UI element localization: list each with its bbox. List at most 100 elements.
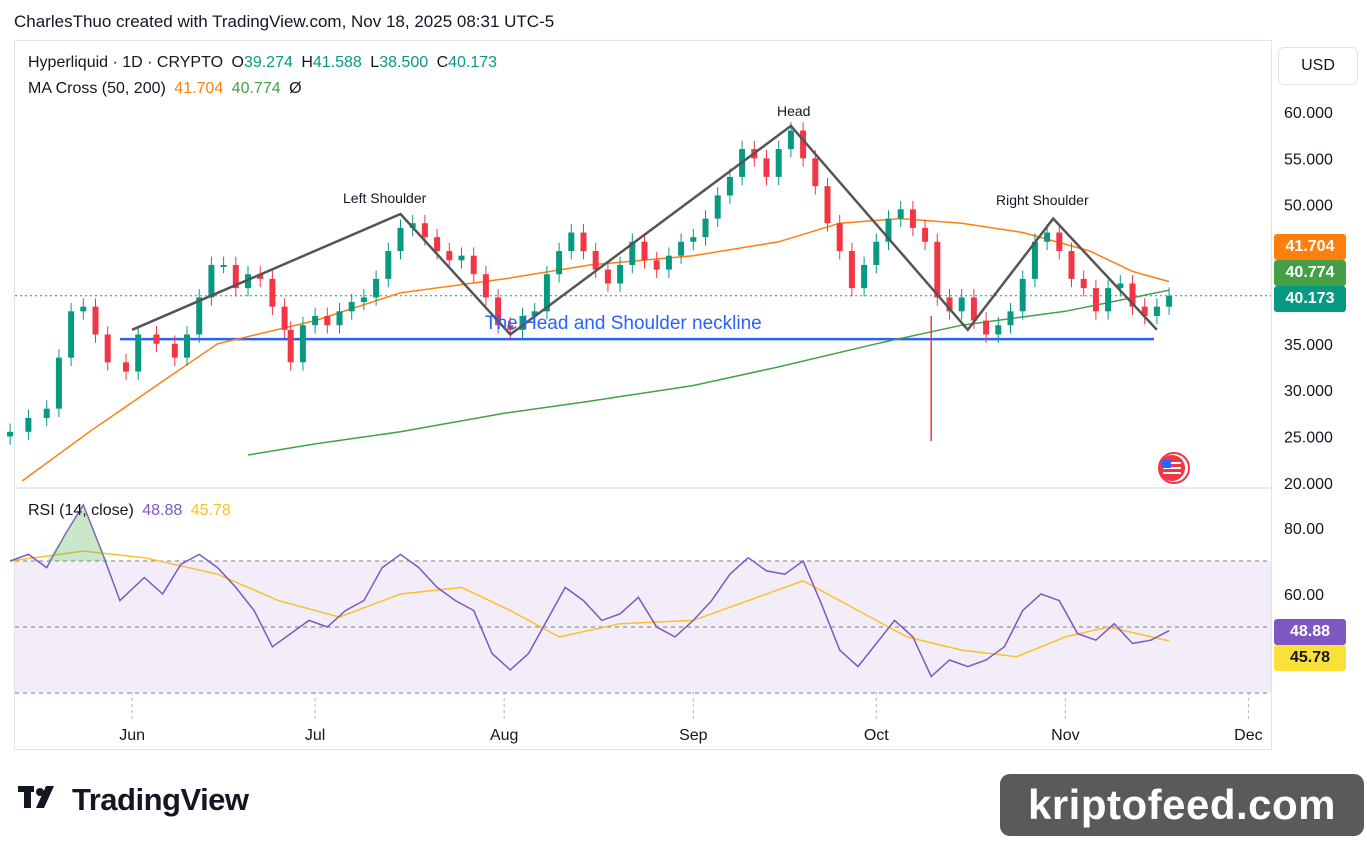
price-axis-tick: 55.000: [1284, 151, 1333, 168]
currency-button[interactable]: USD: [1278, 47, 1358, 85]
candle-body: [104, 334, 111, 363]
high-label: H41.588: [301, 54, 362, 71]
close-value: 40.173: [448, 54, 498, 71]
candle-body: [68, 311, 75, 358]
chart-frame: [14, 40, 1272, 750]
neckline-label: The Head and Shoulder neckline: [485, 313, 762, 334]
candle-body: [775, 149, 782, 177]
candle-body: [690, 237, 697, 242]
candle-body: [397, 227, 404, 252]
time-axis-tick: Oct: [864, 727, 889, 744]
candle-body: [373, 278, 380, 298]
price-axis-tick: 20.000: [1284, 476, 1333, 493]
tradingview-mark-icon: [18, 782, 64, 818]
candle-body: [1007, 311, 1014, 326]
candle-body: [184, 334, 190, 358]
candle-body: [604, 269, 611, 284]
candle-body: [861, 264, 868, 289]
ma-legend[interactable]: MA Cross (50, 200) 41.704 40.774 Ø: [28, 80, 306, 98]
candle-body: [257, 274, 264, 279]
price-axis-tick: 35.000: [1284, 337, 1333, 354]
symbol-title: Hyperliquid · 1D · CRYPTO: [28, 54, 224, 71]
candle-body: [678, 241, 685, 256]
candle-body: [123, 362, 129, 372]
high-value: 41.588: [312, 54, 362, 71]
open-label-text: O: [231, 54, 244, 71]
candle-body: [812, 158, 819, 187]
candle-body: [245, 274, 251, 289]
candle-body: [269, 278, 276, 307]
candle-body: [653, 260, 660, 270]
candle-body: [220, 264, 227, 267]
rsi-ma-line: [9, 550, 1170, 658]
candle-body: [568, 232, 575, 252]
close-label-text: C: [436, 54, 449, 71]
candle-body: [1141, 306, 1148, 316]
ma-slow-price-tag: 40.774: [1274, 260, 1346, 286]
ma200-line: [247, 289, 1170, 456]
candle-body: [482, 274, 489, 298]
ma-extra-value: Ø: [289, 80, 302, 97]
candle-body: [470, 255, 477, 275]
tradingview-logo[interactable]: TradingView: [18, 782, 249, 818]
time-axis-tick: Sep: [679, 727, 708, 744]
ma-fast-value: 41.704: [174, 80, 224, 97]
candle-body: [970, 297, 977, 321]
ma-fast-price-tag: 41.704: [1274, 234, 1346, 260]
rsi-axis-tick: 80.00: [1284, 521, 1324, 538]
candle-body: [1068, 251, 1075, 279]
rsi-line: [9, 503, 1170, 678]
time-axis-tick: Jun: [119, 727, 145, 744]
rsi-value: 48.88: [142, 502, 183, 519]
candle-body: [196, 297, 203, 335]
candle-body: [495, 297, 502, 326]
time-axis-tick: Dec: [1234, 727, 1262, 744]
candle-body: [1056, 232, 1063, 252]
candle-body: [885, 218, 892, 242]
candle-body: [458, 255, 465, 261]
head-shoulders-pattern: [131, 124, 1158, 337]
candle-body: [312, 315, 319, 326]
candle-body: [1092, 288, 1099, 312]
candle-body: [665, 255, 672, 270]
candle-body: [1080, 278, 1087, 289]
ma-name: MA Cross (50, 200): [28, 80, 166, 97]
head-label: Head: [777, 103, 810, 119]
candle-body: [629, 241, 636, 265]
candle-body: [80, 306, 87, 312]
rsi-legend[interactable]: RSI (14, close) 48.88 45.78: [28, 502, 235, 520]
price-axis-tick: 30.000: [1284, 383, 1333, 400]
price-axis-tick: 25.000: [1284, 429, 1333, 446]
candle-body: [873, 241, 880, 265]
candle-body: [446, 251, 453, 261]
candle-body: [434, 237, 441, 252]
low-label-text: L: [370, 54, 380, 71]
candle-body: [519, 315, 526, 330]
candle-body: [1129, 283, 1136, 307]
candle-body: [1031, 241, 1038, 279]
left-shoulder-label: Left Shoulder: [343, 190, 427, 206]
candle-body: [543, 274, 550, 312]
price-axis-tick: 50.000: [1284, 198, 1333, 215]
candle-body: [385, 251, 392, 279]
close-price-tag: 40.173: [1274, 286, 1346, 312]
candle-body: [1044, 232, 1051, 242]
candle-body: [7, 431, 14, 437]
candle-body: [1105, 288, 1112, 312]
us-flag-icon[interactable]: [1154, 452, 1190, 484]
candle-body: [1166, 295, 1173, 307]
candle-body: [909, 209, 916, 228]
candle-body: [702, 218, 709, 238]
candle-body: [1153, 306, 1160, 316]
candle-body: [208, 264, 215, 298]
price-axis-tick: 60.000: [1284, 105, 1333, 122]
high-label-text: H: [301, 54, 313, 71]
candle-body: [55, 357, 62, 409]
low-label: L38.500: [370, 54, 428, 71]
watermark-badge: kriptofeed.com: [1000, 774, 1364, 836]
candle-body: [360, 297, 367, 303]
candle-body: [848, 251, 855, 289]
low-value: 38.500: [379, 54, 429, 71]
candle-body: [281, 306, 288, 330]
